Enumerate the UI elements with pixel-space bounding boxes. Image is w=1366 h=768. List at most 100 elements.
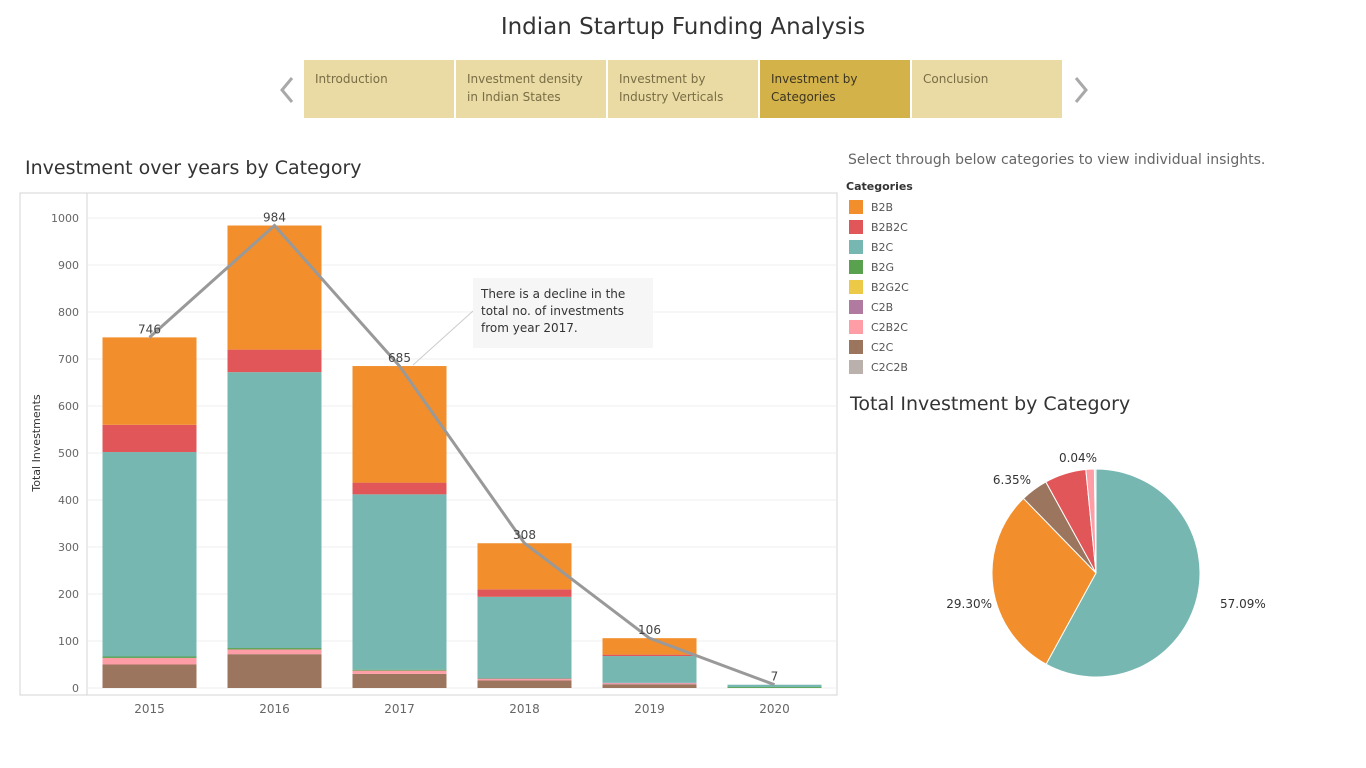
legend-label: B2G2C [871,280,909,294]
legend-item-b2g2c[interactable]: B2G2C [846,277,913,297]
legend-title: Categories [846,180,913,193]
bar-b2c-2019 [602,656,697,683]
pie-label: 6.35% [993,473,1031,487]
y-tick-label: 300 [58,541,79,554]
annotation-callout: There is a decline in the total no. of i… [473,278,653,348]
total-label: 746 [138,322,161,336]
tab-investment-density[interactable]: Investment density in Indian States [456,60,606,118]
previous-arrow-icon[interactable] [274,70,302,110]
x-tick-label: 2017 [384,702,415,716]
tab-investment-categories[interactable]: Investment by Categories [760,60,910,118]
bar-b2c-2015 [102,452,197,657]
next-arrow-icon[interactable] [1066,70,1094,110]
bar-b2b-2017 [352,366,447,483]
tab-conclusion[interactable]: Conclusion [912,60,1062,118]
tab-introduction[interactable]: Introduction [304,60,454,118]
legend-swatch [849,360,863,374]
legend-swatch [849,300,863,314]
legend-label: C2B2C [871,320,908,334]
total-label: 7 [771,670,779,684]
legend-item-b2c[interactable]: B2C [846,237,913,257]
bar-c2b2c-2015 [102,657,197,665]
x-tick-label: 2016 [259,702,290,716]
bar-b2g-2015 [102,656,197,658]
total-label: 984 [263,211,286,225]
bar-chart-title: Investment over years by Category [25,157,362,179]
legend-label: B2B2C [871,220,908,234]
legend-item-b2b2c[interactable]: B2B2C [846,217,913,237]
legend-swatch [849,320,863,334]
bar-b2c-2016 [227,372,322,649]
pie-label: 29.30% [946,597,992,611]
pie-slice-b2c [1045,468,1201,678]
bar-b2b-2015 [102,337,197,425]
tab-industry-verticals[interactable]: Investment by Industry Verticals [608,60,758,118]
legend-label: C2B [871,300,894,314]
chart-frame [19,192,838,696]
bar-b2b2c-2018 [477,589,572,597]
y-tick-label: 100 [58,635,79,648]
x-tick-label: 2018 [509,702,540,716]
legend-item-c2b2c[interactable]: C2B2C [846,317,913,337]
instruction-text: Select through below categories to view … [848,152,1266,168]
bar-c2c-2015 [102,664,197,688]
bar-c2c-2019 [602,684,697,688]
legend-swatch [849,340,863,354]
bar-chart: 0 100 200 300 400 500 600 700 800 900 1000 Total In… [19,192,838,716]
story-navigation: Introduction Investment density in India… [304,60,1064,118]
legend-label: C2C2B [871,360,908,374]
legend-item-b2g[interactable]: B2G [846,257,913,277]
legend-item-c2c2b[interactable]: C2C2B [846,357,913,377]
pie-label: 0.04% [1059,451,1097,465]
legend-swatch [849,280,863,294]
pie-label: 57.09% [1220,597,1266,611]
bar-c2c-2017 [352,673,447,688]
bar-b2g-2016 [227,648,322,650]
legend-item-c2b[interactable]: C2B [846,297,913,317]
category-legend: Categories B2B B2B2C B2C B2G B2G2C C2B C2B2C C2… [846,180,913,377]
total-label: 685 [388,351,411,365]
bar-c2b2c-2018 [477,679,572,681]
trend-line [148,223,776,687]
legend-swatch [849,260,863,274]
bar-b2b2c-2016 [227,349,322,373]
total-label: 308 [513,528,536,542]
y-tick-label: 500 [58,447,79,460]
total-label: 106 [638,623,661,637]
y-tick-label: 800 [58,306,79,319]
pie-chart: 57.09% 29.30% 6.35% 0.04% [946,451,1266,678]
bar-b2b-2019 [602,638,697,655]
bar-b2c-2020 [727,684,822,688]
legend-label: B2G [871,260,895,274]
page-title: Indian Startup Funding Analysis [500,14,866,40]
bar-b2g-2017 [352,669,447,671]
bar-c2b2c-2016 [227,649,322,655]
pie-slice-b2b [991,497,1097,665]
bar-c2c-2018 [477,680,572,688]
x-tick-label: 2019 [634,702,665,716]
x-tick-label: 2020 [759,702,790,716]
y-tick-label: 700 [58,353,79,366]
legend-label: B2C [871,240,894,254]
y-tick-label: 900 [58,259,79,272]
y-axis-label: Total Investments [30,394,43,492]
legend-swatch [849,220,863,234]
y-tick-label: 600 [58,400,79,413]
bar-b2b2c-2017 [352,482,447,495]
bar-b2c-2017 [352,494,447,670]
bar-c2c-2016 [227,654,322,688]
legend-swatch [849,200,863,214]
y-tick-label: 400 [58,494,79,507]
bar-b2c-2018 [477,596,572,679]
y-tick-label: 0 [72,682,79,695]
y-tick-label: 1000 [51,212,79,225]
y-tick-label: 200 [58,588,79,601]
bar-b2b2c-2015 [102,424,197,453]
pie-chart-title: Total Investment by Category [850,393,1131,415]
bar-b2b2c-2019 [602,654,697,657]
legend-label: B2B [871,200,894,214]
legend-swatch [849,240,863,254]
legend-item-b2b[interactable]: B2B [846,197,913,217]
legend-item-c2c[interactable]: C2C [846,337,913,357]
bar-b2b-2018 [477,543,572,590]
